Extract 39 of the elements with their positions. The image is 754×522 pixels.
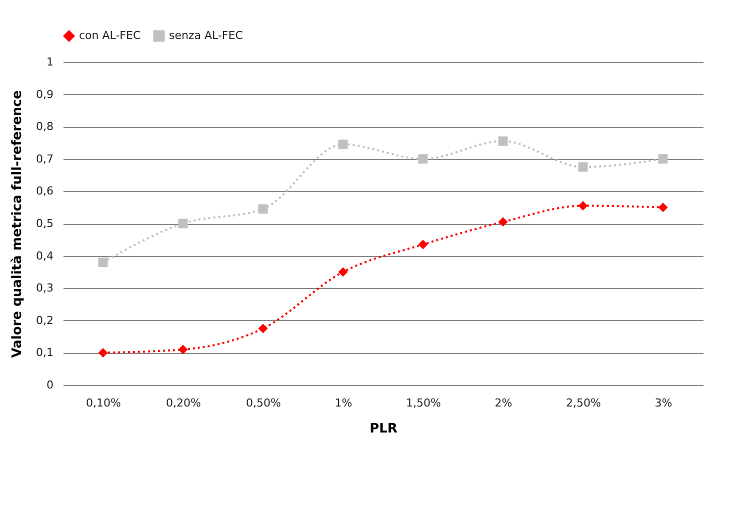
point — [418, 154, 428, 164]
x-tick-label: 1% — [334, 396, 352, 410]
x-tick-label: 0,20% — [166, 396, 201, 410]
point — [658, 154, 668, 164]
point — [498, 136, 508, 146]
point — [338, 267, 348, 277]
x-tick-label: 1,50% — [406, 396, 441, 410]
y-tick-label: 0,8 — [36, 120, 54, 134]
y-tick-label: 0,1 — [36, 346, 54, 360]
point — [98, 258, 108, 268]
legend-label: con AL-FEC — [79, 29, 141, 42]
point — [578, 200, 588, 210]
point — [178, 344, 188, 354]
x-tick-label: 0,10% — [86, 396, 121, 410]
y-tick-label: 0,9 — [36, 88, 54, 101]
legend-label: senza AL-FEC — [169, 29, 244, 42]
point — [258, 324, 268, 334]
y-tick-label: 0 — [46, 378, 54, 392]
y-axis-title: Valore qualità metrica full-reference — [10, 90, 26, 358]
y-tick-label: 0,7 — [36, 152, 54, 166]
point — [658, 202, 668, 212]
x-tick-label: 2% — [494, 396, 512, 410]
point — [578, 162, 588, 172]
x-tick-label: 2,50% — [566, 396, 601, 410]
x-tick-label: 3% — [654, 396, 672, 410]
point — [258, 204, 268, 214]
point — [98, 348, 108, 358]
point — [178, 218, 188, 228]
point — [498, 217, 508, 227]
y-tick-label: 1 — [46, 56, 54, 68]
x-axis-title: PLR — [370, 422, 398, 436]
y-tick-label: 0,4 — [36, 249, 54, 262]
point — [338, 140, 348, 150]
y-tick-label: 0,6 — [36, 184, 54, 198]
x-tick-label: 0,50% — [246, 396, 281, 410]
y-tick-label: 0,2 — [36, 314, 54, 327]
y-tick-label: 0,5 — [36, 217, 54, 230]
y-tick-label: 0,3 — [36, 282, 54, 295]
point — [418, 240, 428, 250]
